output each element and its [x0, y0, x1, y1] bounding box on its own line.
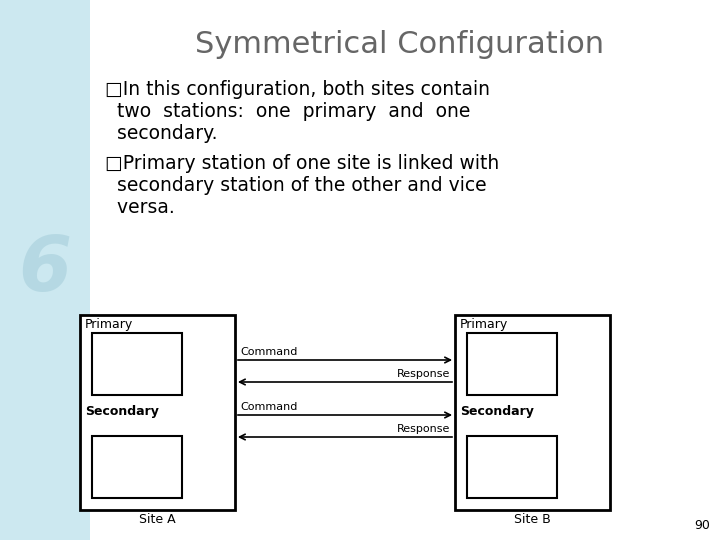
Bar: [467, 333, 557, 395]
Bar: [92, 436, 182, 498]
Text: 6: 6: [19, 233, 71, 307]
Text: □Primary station of one site is linked with: □Primary station of one site is linked w…: [105, 154, 499, 173]
Text: Command: Command: [240, 402, 297, 412]
Text: □In this configuration, both sites contain: □In this configuration, both sites conta…: [105, 80, 490, 99]
Text: Response: Response: [397, 369, 450, 379]
Text: 90: 90: [694, 519, 710, 532]
Text: Command: Command: [240, 347, 297, 357]
Text: secondary.: secondary.: [105, 124, 217, 143]
Bar: [0, 0, 90, 540]
Text: Site A: Site A: [139, 513, 176, 526]
Text: Response: Response: [397, 424, 450, 434]
Bar: [92, 333, 182, 395]
Text: Secondary: Secondary: [85, 405, 159, 418]
Text: Secondary: Secondary: [460, 405, 534, 418]
Text: Primary: Primary: [460, 318, 508, 331]
Text: secondary station of the other and vice: secondary station of the other and vice: [105, 176, 487, 195]
Text: Site B: Site B: [514, 513, 551, 526]
Text: Symmetrical Configuration: Symmetrical Configuration: [195, 30, 605, 59]
Bar: [467, 436, 557, 498]
Text: two  stations:  one  primary  and  one: two stations: one primary and one: [105, 102, 470, 121]
Text: Primary: Primary: [85, 318, 133, 331]
Text: versa.: versa.: [105, 198, 175, 217]
Bar: [455, 315, 610, 510]
Bar: [80, 315, 235, 510]
